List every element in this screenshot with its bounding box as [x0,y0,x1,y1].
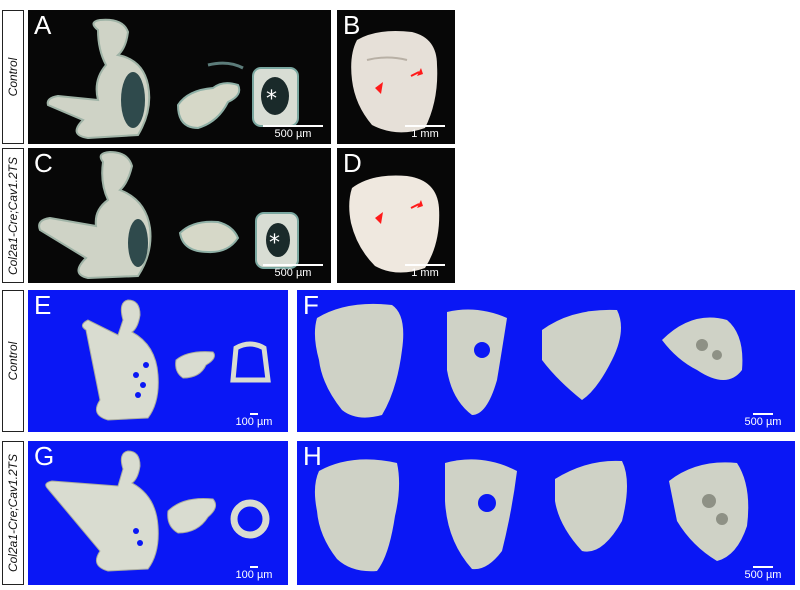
panel-h: H 500 µm [297,441,795,585]
panel-f: F 500 µm [297,290,795,432]
panel-letter: A [34,10,52,40]
ossicles-photo-control: * [46,18,299,140]
microct-ossicles-control [82,299,271,421]
panel-d: D 1 mm [337,148,455,283]
row-label-bottom-mutant: Col2a1-Cre;Cav1.2TS [2,441,24,585]
panel-a: * A 500 µm [28,10,331,144]
inner-ear-photo-mutant [349,175,440,273]
row-label-top-control: Control [2,10,24,144]
panel-letter: H [303,441,322,471]
panel-letter: C [34,148,53,178]
panel-letter: E [34,290,52,320]
scale-bar: 500 µm [263,125,323,140]
scale-bar: 100 µm [234,566,274,581]
scale-bar: 500 µm [743,566,783,581]
scale-bar: 100 µm [234,413,274,428]
scale-bar: 1 mm [405,125,445,140]
panel-letter: D [343,148,362,178]
panel-letter: F [303,290,319,320]
inner-ear-photo-control [351,31,438,133]
scale-bar: 500 µm [263,264,323,279]
svg-text:*: * [269,231,280,256]
panel-g: G 100 µm [28,441,288,585]
row-label-top-mutant: Col2a1-Cre;Cav1.2TS [2,148,24,283]
panel-e: E 100 µm [28,290,288,432]
panel-letter: G [34,441,55,471]
row-label-bottom-control: Control [2,290,24,432]
panel-letter: B [343,10,361,40]
scale-bar: 500 µm [743,413,783,428]
ossicles-photo-mutant: * [38,150,299,280]
svg-text:*: * [266,87,277,112]
microct-ossicles-mutant [45,450,270,572]
microct-inner-ear-control [314,303,743,418]
panel-b: B 1 mm [337,10,455,144]
panel-c: * C 500 µm [28,148,331,283]
microct-inner-ear-mutant [314,459,749,572]
scale-bar: 1 mm [405,264,445,279]
